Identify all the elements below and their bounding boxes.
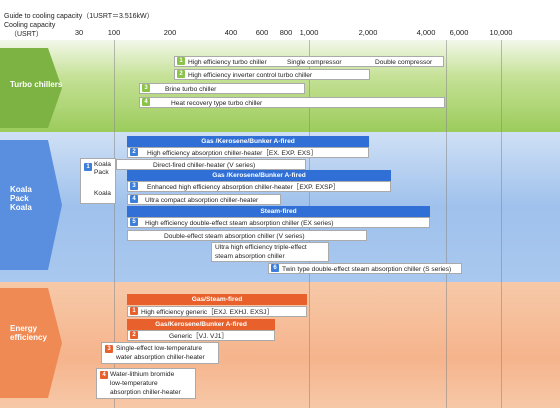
koala-row-4: 4 Ultra compact absorption chiller-heater (127, 194, 281, 205)
double-effect-label: Double-effect steam absorption chiller (… (164, 233, 305, 240)
number-badge: 1 (84, 163, 92, 171)
energy-gas-header: Gas/Kerosene/Bunker A-fired (127, 319, 275, 330)
koala-arrow (0, 140, 62, 270)
triple-effect-line-2: steam absorption chiller (215, 253, 285, 260)
triple-effect-line-1: Ultra high efficiency triple-effect (215, 244, 307, 251)
turbo-row-4: 4 Heat recovery type turbo chiller (139, 97, 445, 108)
double-effect-row: Double-effect steam absorption chiller (… (127, 230, 367, 241)
turbo-row-3-label: Brine turbo chiller (165, 86, 217, 93)
energy-row-1: 1 High efficiency generic［EXJ. EXHJ. EXSJ… (127, 306, 307, 317)
gridline-100 (114, 40, 115, 408)
tick-600: 600 (255, 28, 269, 37)
energy-row-3-line-1: Single-effect low-temperature (116, 345, 203, 352)
number-badge: 3 (105, 345, 113, 353)
koala-pack-label: Koala Pack (94, 161, 111, 176)
energy-category-label: Energy efficiency (10, 324, 47, 342)
koala-row-5-label: High efficiency double-effect steam abso… (145, 220, 334, 227)
triple-effect-box: Ultra high efficiency triple-effect stea… (211, 242, 329, 262)
energy-row-3-line-2: water absorption chiller-heater (116, 354, 205, 361)
number-badge: 5 (130, 218, 138, 227)
tick-200: 200 (163, 28, 177, 37)
energy-row-2-label: Generic［VJ. VJ1］ (169, 333, 228, 340)
energy-row-4-line-2: low-temperature (110, 380, 158, 387)
koala-row-3: 3 Enhanced high efficiency absorption chi… (127, 181, 391, 192)
number-badge: 3 (130, 182, 138, 191)
number-badge: 4 (142, 98, 150, 107)
koala-row-4-label: Ultra compact absorption chiller-heater (145, 197, 259, 204)
double-compressor-label: Double compressor (375, 59, 433, 66)
direct-fired-row: Direct-fired chiller-heater (V series) (116, 159, 306, 170)
tick-10000: 10,000 (489, 28, 513, 37)
energy-row-2: 2 Generic［VJ. VJ1］ (127, 330, 275, 341)
energy-arrow (0, 288, 62, 398)
koala-row-6-label: Twin type double-effect steam absorption… (282, 266, 452, 273)
number-badge: 4 (130, 195, 138, 204)
number-badge: 2 (130, 148, 138, 157)
tick-2000: 2,000 (358, 28, 378, 37)
energy-row-1-label: High efficiency generic［EXJ. EXHJ. EXSJ］ (141, 309, 274, 316)
number-badge: 3 (142, 84, 150, 93)
direct-fired-label: Direct-fired chiller-heater (V series) (153, 162, 256, 169)
koala-label: Koala (94, 190, 111, 197)
gridline-5000 (446, 40, 447, 408)
tick-6000: 6,000 (449, 28, 469, 37)
turbo-category-label: Turbo chillers (10, 80, 63, 89)
single-compressor-label: Single compressor (287, 59, 342, 66)
turbo-row-2-label: High efficiency inverter control turbo c… (188, 72, 313, 79)
number-badge: 2 (177, 70, 185, 79)
number-badge: 1 (177, 57, 185, 66)
energy-row-4-line-3: absorption chiller-heater (110, 389, 181, 396)
turbo-arrow (0, 48, 62, 128)
energy-row-4-line-1: Water-lithium bromide (110, 371, 175, 378)
turbo-row-4-label: Heat recovery type turbo chiller (171, 100, 263, 107)
tick-1000: 1,000 (299, 28, 319, 37)
koala-gas-header-2: Gas /Kerosene/Bunker A-fired (127, 170, 391, 181)
energy-row-3: 3 Single-effect low-temperature water ab… (101, 342, 219, 364)
turbo-row-3: 3 Brine turbo chiller (139, 83, 305, 94)
turbo-row-1-label: High efficiency turbo chiller (188, 59, 267, 66)
number-badge: 1 (130, 307, 138, 316)
koala-gas-header: Gas /Kerosene/Bunker A-fired (127, 136, 369, 147)
tick-400: 400 (224, 28, 238, 37)
tick-100: 100 (107, 28, 121, 37)
number-badge: 6 (271, 264, 279, 273)
tick-4000: 4,000 (416, 28, 436, 37)
number-badge: 2 (130, 331, 138, 340)
tick-30: 30 (74, 28, 84, 37)
koala-row-2-label: High efficiency absorption chiller-heate… (147, 150, 318, 157)
koala-category-label: Koala Pack Koala (10, 185, 32, 212)
capacity-guide: Guide to cooling capacity（1USRT＝3.516kW） (4, 13, 154, 20)
gridline-10000 (501, 40, 502, 408)
koala-pack-box: 1 Koala Pack Koala (80, 158, 116, 204)
capacity-unit: （USRT） (10, 31, 43, 38)
koala-row-5: 5 High efficiency double-effect steam abs… (127, 217, 430, 228)
turbo-row-2: 2 High efficiency inverter control turbo … (174, 69, 370, 80)
tick-800: 800 (279, 28, 293, 37)
number-badge: 4 (100, 371, 108, 379)
cooling-capacity-label: Cooling capacity (4, 22, 56, 29)
energy-gas-steam-header: Gas/Steam-fired (127, 294, 307, 305)
energy-row-4: 4 Water-lithium bromide low-temperature … (96, 368, 196, 399)
koala-row-2: 2 High efficiency absorption chiller-heat… (127, 147, 369, 158)
koala-row-6: 6 Twin type double-effect steam absorptio… (268, 263, 462, 274)
koala-row-3-label: Enhanced high efficiency absorption chil… (147, 184, 340, 191)
turbo-row-1: 1 High efficiency turbo chiller Single co… (174, 56, 444, 67)
koala-steam-header: Steam-fired (127, 206, 430, 217)
